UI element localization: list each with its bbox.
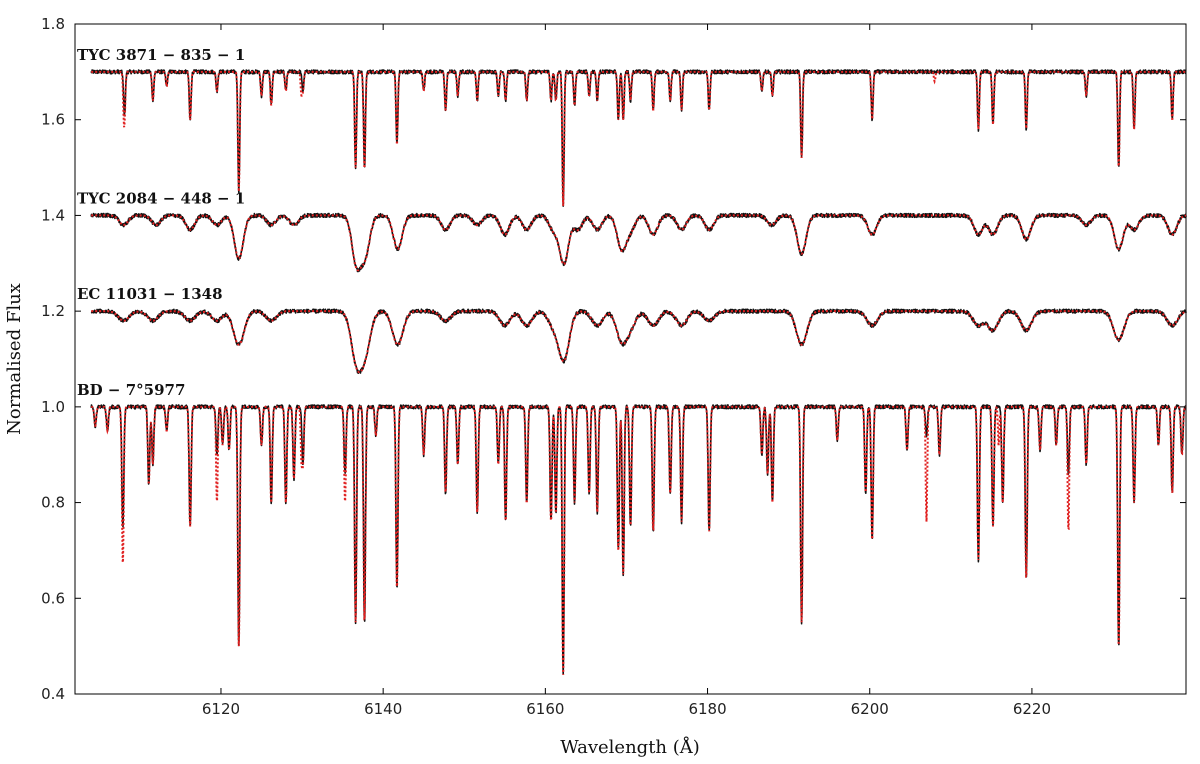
series-label-0: TYC 3871 − 835 − 1: [77, 46, 245, 64]
series-label-2: EC 11031 − 1348: [77, 285, 223, 303]
y-tick-label: 1.8: [41, 15, 65, 33]
y-tick-label: 1.6: [41, 111, 65, 129]
y-tick-label: 1.4: [41, 206, 65, 224]
series-observed-0: [90, 69, 1187, 207]
series-observed-1: [90, 212, 1187, 273]
x-tick-label: 6220: [1013, 700, 1051, 718]
x-tick-label: 6140: [364, 700, 402, 718]
series-layer: [90, 69, 1187, 675]
y-tick-label: 1.0: [41, 398, 65, 416]
y-tick-label: 0.4: [41, 685, 65, 703]
x-axis-title: Wavelength (Å): [560, 736, 700, 758]
series-labels: TYC 3871 − 835 − 1 TYC 2084 − 448 − 1 EC 1…: [77, 46, 245, 399]
x-tick-label: 6200: [851, 700, 889, 718]
axis-ticks: [75, 23, 1186, 695]
x-tick-label: 6180: [688, 700, 726, 718]
series-observed-3: [90, 404, 1187, 675]
series-observed-2: [90, 308, 1187, 374]
x-tick-label: 6120: [202, 700, 240, 718]
series-model-1: [91, 214, 1187, 272]
series-label-1: TYC 2084 − 448 − 1: [77, 189, 245, 207]
series-model-0: [91, 70, 1186, 206]
series-model-2: [91, 310, 1187, 374]
plot-frame: [74, 23, 1187, 695]
y-tick-label: 1.2: [41, 302, 65, 320]
series-model-3: [91, 405, 1187, 675]
y-tick-label: 0.6: [41, 589, 65, 607]
y-axis-title: Normalised Flux: [4, 283, 25, 435]
axis-tick-labels: 6120 6140 6160 6180 6200 6220 0.4 0.6 0.8 1.0 1.2 1…: [41, 15, 1051, 718]
y-tick-label: 0.8: [41, 494, 65, 512]
series-label-3: BD − 7°5977: [77, 381, 185, 399]
x-tick-label: 6160: [526, 700, 564, 718]
